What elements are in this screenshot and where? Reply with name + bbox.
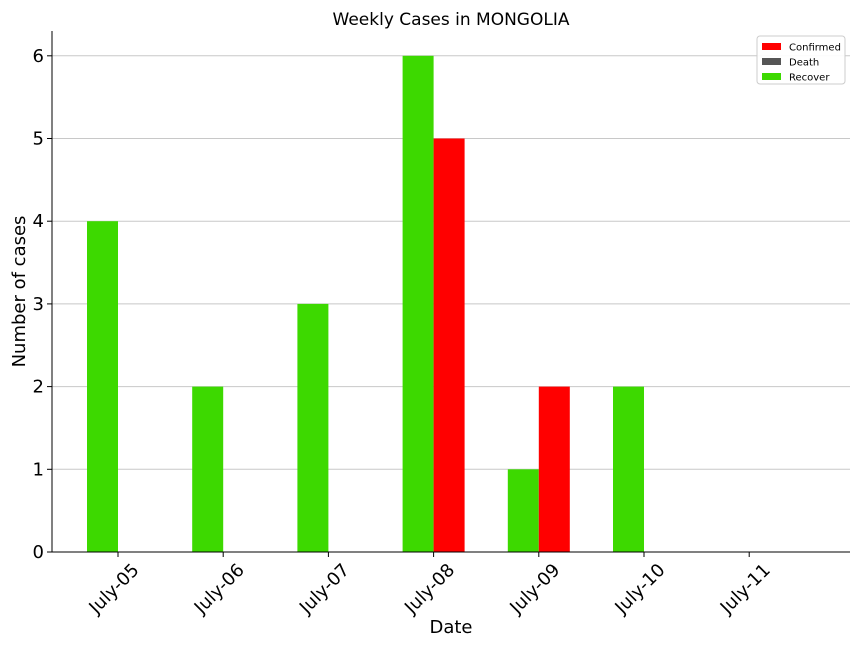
bar-recover-july-09 — [507, 469, 539, 552]
x-tick-label: July-09 — [505, 560, 564, 619]
legend-swatch-death — [762, 58, 781, 65]
legend-swatch-recover — [762, 73, 781, 80]
axes — [51, 31, 850, 553]
x-tick-label: July-06 — [190, 560, 249, 619]
legend-label-confirmed: Confirmed — [789, 43, 841, 54]
legend-label-recover: Recover — [789, 73, 830, 84]
bar-recover-july-08 — [402, 55, 434, 553]
y-tick-label: 1 — [33, 459, 44, 480]
legend-label-death: Death — [789, 58, 819, 69]
bar-recover-july-07 — [297, 303, 329, 552]
y-tick-label: 2 — [33, 377, 44, 398]
y-tick-label: 3 — [33, 294, 44, 315]
x-tick-label: July-10 — [611, 560, 670, 619]
x-tick-label: July-11 — [716, 560, 775, 619]
bar-recover-july-10 — [613, 386, 644, 552]
bar-recover-july-06 — [192, 386, 224, 552]
bar-recover-july-05 — [87, 221, 118, 552]
x-axis-label: Date — [429, 617, 472, 638]
x-tick-label: July-05 — [85, 560, 144, 619]
y-tick-label: 0 — [33, 542, 44, 563]
x-tick-label: July-07 — [295, 560, 354, 619]
y-tick-label: 6 — [33, 46, 44, 67]
legend-swatch-confirmed — [762, 43, 781, 50]
y-tick-label: 5 — [33, 129, 44, 150]
x-tick-label: July-08 — [400, 560, 459, 619]
bar-confirmed-july-08 — [433, 138, 465, 552]
bars — [87, 55, 644, 553]
y-tick-label: 4 — [33, 211, 44, 232]
y-axis-label: Number of cases — [9, 216, 30, 368]
legend: Confirmed Death Recover — [756, 35, 846, 85]
chart-title: Weekly Cases in MONGOLIA — [333, 10, 570, 30]
bar-confirmed-july-09 — [538, 386, 570, 552]
